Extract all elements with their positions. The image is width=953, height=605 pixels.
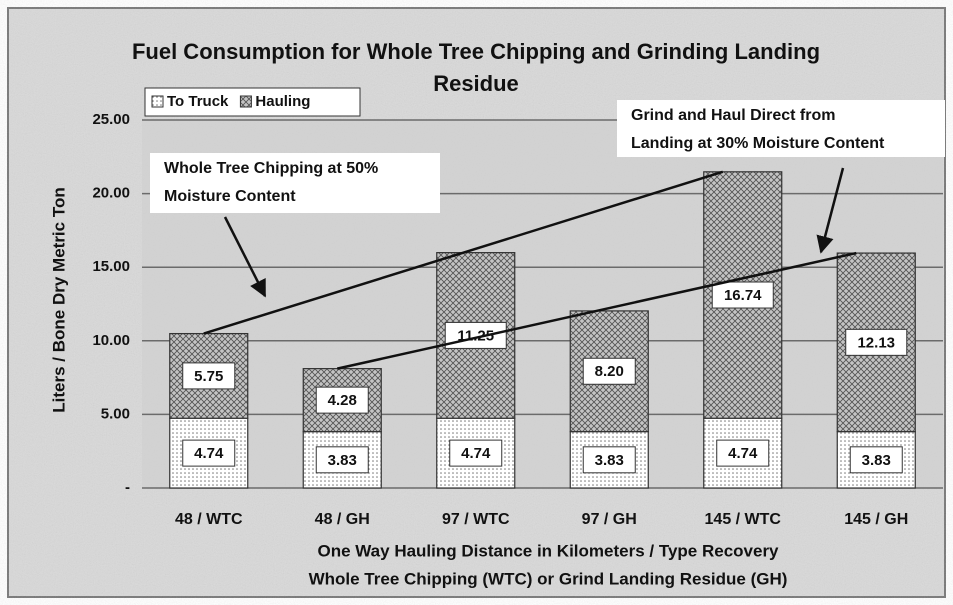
trend-line [336,251,857,370]
value-label: 4.74 [194,445,224,462]
y-tick-label: 5.00 [101,405,130,422]
value-label: 4.28 [328,392,357,409]
annotation-text: Whole Tree Chipping at 50% [164,160,378,177]
value-label-box [845,328,908,356]
value-label: 3.83 [595,452,624,469]
value-label: 12.13 [857,334,895,351]
annotation-text: Moisture Content [164,188,296,205]
x-tick-label: 48 / WTC [175,511,243,528]
value-label-box [449,439,503,467]
annotation-box [150,153,440,213]
value-label-box [315,386,369,414]
value-label-box [716,439,770,467]
value-label-box [444,321,507,349]
annotation-text: Landing at 30% Moisture Content [631,135,885,152]
value-label: 8.20 [595,363,624,380]
value-label-box [182,439,236,467]
value-label: 5.75 [194,368,223,385]
annotation-arrow [223,216,267,298]
value-label-box [182,362,236,390]
x-axis-label: One Way Hauling Distance in Kilometers /… [317,541,779,560]
legend-label: To Truck [167,93,229,110]
y-tick-label: 25.00 [92,111,130,128]
legend-swatch [151,95,164,108]
x-tick-label: 145 / GH [844,511,908,528]
y-tick-label: - [125,479,130,496]
x-tick-label: 97 / GH [582,511,637,528]
x-tick-label: 145 / WTC [705,511,782,528]
legend-swatch [239,95,252,108]
y-tick-label: 10.00 [92,332,130,349]
value-label: 3.83 [328,452,357,469]
legend-label: Hauling [255,93,310,110]
value-label-box [849,446,903,474]
value-label: 4.74 [461,445,491,462]
y-axis-label: Liters / Bone Dry Metric Ton [49,187,68,412]
value-label-box [582,446,636,474]
chart-title: Fuel Consumption for Whole Tree Chipping… [131,39,821,96]
annotation-arrow [816,167,845,254]
annotation-box [617,100,945,157]
value-label: 16.74 [724,287,762,304]
value-label: 3.83 [862,452,891,469]
y-tick-label: 15.00 [92,258,130,275]
y-tick-label: 20.00 [92,185,130,202]
x-tick-label: 48 / GH [315,511,370,528]
x-axis-label: Whole Tree Chipping (WTC) or Grind Landi… [309,569,788,588]
x-tick-label: 97 / WTC [442,511,510,528]
annotation-text: Grind and Haul Direct from [631,107,835,124]
value-label-box [315,446,369,474]
value-label-box [582,357,636,385]
value-label-box [711,281,774,309]
value-label: 4.74 [728,445,758,462]
legend-box [144,87,361,117]
trend-line [203,170,724,335]
